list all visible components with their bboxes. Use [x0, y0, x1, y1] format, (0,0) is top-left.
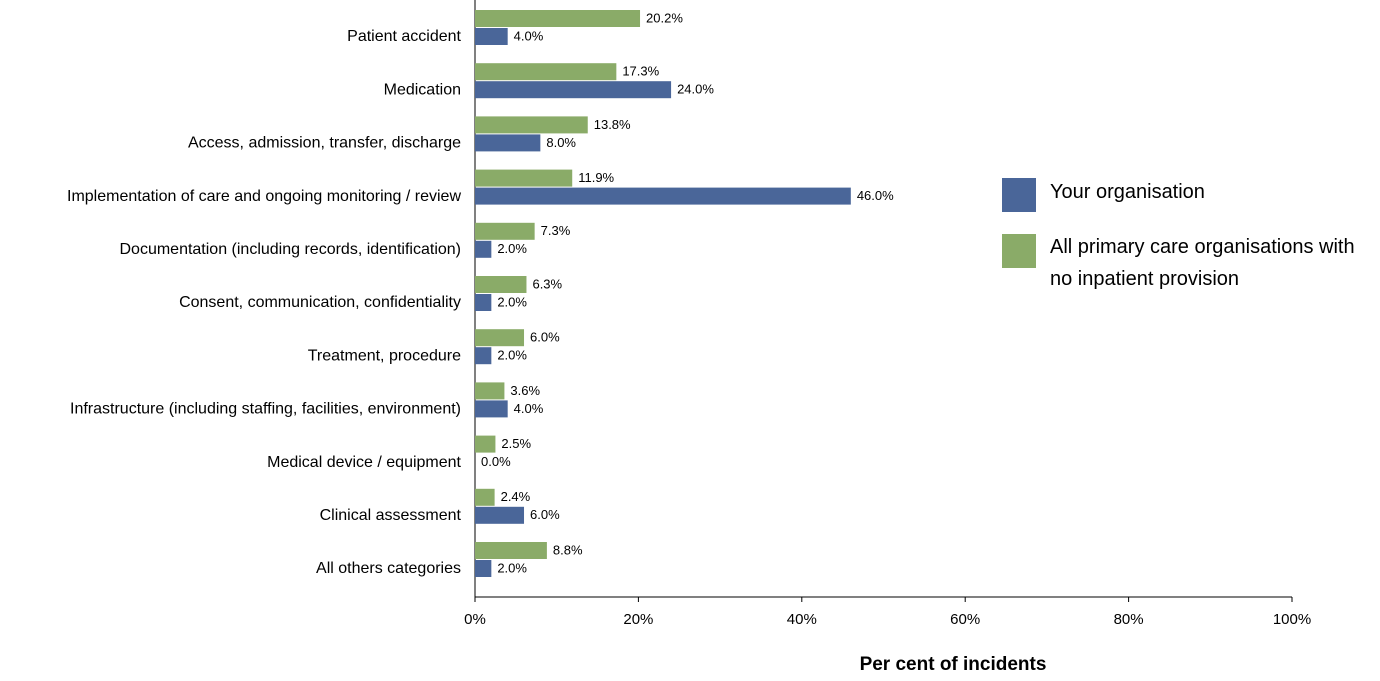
bar: [475, 560, 492, 577]
value-label: 6.0%: [530, 507, 560, 522]
category-label: Consent, communication, confidentiality: [179, 294, 461, 311]
bar: [475, 81, 672, 99]
bar: [475, 382, 505, 400]
bar: [475, 63, 617, 81]
value-label: 6.0%: [530, 330, 560, 345]
value-label: 0.0%: [481, 454, 511, 469]
value-label: 24.0%: [677, 82, 714, 97]
value-label: 2.5%: [501, 436, 531, 451]
legend-swatch: [1002, 178, 1036, 212]
bar: [475, 116, 588, 134]
value-label: 2.0%: [497, 294, 527, 309]
x-tick-label: 60%: [950, 611, 980, 628]
value-label: 8.0%: [546, 135, 576, 150]
value-label: 4.0%: [514, 401, 544, 416]
category-label: Clinical assessment: [320, 507, 462, 524]
x-tick-label: 0%: [464, 611, 486, 628]
bar: [475, 276, 527, 293]
value-label: 6.3%: [532, 276, 562, 291]
category-label: Medication: [384, 81, 461, 98]
legend-label: All primary care organisations with no i…: [1050, 236, 1355, 290]
bar: [475, 187, 851, 205]
value-label: 3.6%: [510, 383, 540, 398]
bar: [475, 294, 492, 311]
legend-label: Your organisation: [1050, 181, 1205, 203]
x-axis-title: Per cent of incidents: [860, 654, 1047, 675]
category-label: Patient accident: [347, 28, 461, 45]
category-label: Treatment, procedure: [308, 347, 461, 364]
bar: [475, 222, 535, 240]
bar: [475, 169, 573, 187]
bar: [475, 10, 641, 27]
bar: [475, 400, 508, 418]
category-label: Documentation (including records, identi…: [119, 241, 461, 258]
category-label: Infrastructure (including staffing, faci…: [70, 401, 461, 418]
x-tick-label: 20%: [623, 611, 653, 628]
value-label: 2.4%: [501, 489, 531, 504]
value-label: 7.3%: [541, 223, 571, 238]
value-label: 4.0%: [514, 28, 544, 43]
legend-swatch: [1002, 234, 1036, 268]
bar: [475, 134, 541, 152]
value-label: 17.3%: [622, 64, 659, 79]
value-label: 2.0%: [497, 560, 527, 575]
value-label: 20.2%: [646, 10, 683, 25]
bar: [475, 347, 492, 365]
x-tick-label: 100%: [1273, 611, 1311, 628]
bar: [475, 240, 492, 258]
category-label: Medical device / equipment: [267, 454, 461, 471]
category-label: All others categories: [316, 560, 461, 577]
value-label: 8.8%: [553, 542, 583, 557]
category-label: Access, admission, transfer, discharge: [188, 135, 461, 152]
x-tick-label: 80%: [1114, 611, 1144, 628]
value-label: 46.0%: [857, 188, 894, 203]
x-tick-label: 40%: [787, 611, 817, 628]
bar: [475, 506, 525, 524]
bar: [475, 28, 508, 45]
bar: [475, 435, 496, 453]
bar: [475, 329, 525, 347]
value-label: 11.9%: [578, 170, 614, 185]
value-label: 13.8%: [594, 117, 631, 132]
value-label: 2.0%: [497, 348, 527, 363]
value-label: 2.0%: [497, 241, 527, 256]
bar: [475, 488, 495, 506]
bar: [475, 542, 547, 559]
category-label: Implementation of care and ongoing monit…: [67, 188, 461, 205]
